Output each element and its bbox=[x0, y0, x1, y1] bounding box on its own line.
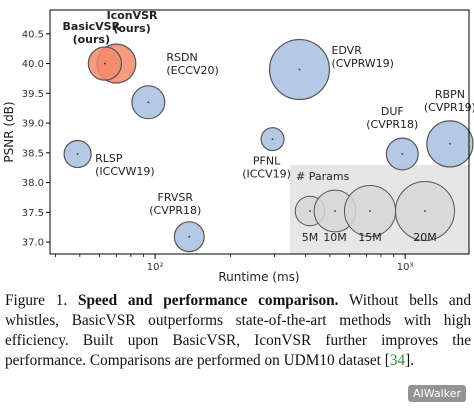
legend-label-20m: 20M bbox=[413, 231, 437, 244]
citation-link[interactable]: 34 bbox=[389, 352, 406, 369]
legend-bubble-center bbox=[309, 210, 311, 212]
point-label-pfnl: PFNL (ICCV19) bbox=[242, 155, 291, 181]
caption-body: Without bells and whistles, BasicVSR out… bbox=[5, 292, 471, 369]
y-tick-label: 37.0 bbox=[22, 238, 44, 249]
label-layer: BasicVSR (ours)IconVSR (ours)EDVR (CVPRW19)… bbox=[63, 9, 474, 217]
x-tick-label: 10² bbox=[147, 262, 164, 273]
params-legend: # Params 5M 10M 15M 20M bbox=[290, 165, 469, 254]
y-tick-label: 39.0 bbox=[22, 119, 44, 130]
bubble-center-rlsp bbox=[76, 153, 79, 155]
point-label-line: (ours) bbox=[113, 22, 150, 35]
point-label-basicvsr: BasicVSR (ours) bbox=[63, 20, 121, 46]
point-label-line: (ICCV19) bbox=[242, 168, 291, 181]
figure-caption: Figure 1. Speed and performance comparis… bbox=[5, 291, 471, 371]
bubble-center-duf bbox=[401, 153, 404, 155]
point-label-line: RBPN bbox=[435, 88, 465, 101]
legend-bubble-center bbox=[369, 210, 371, 212]
point-label-edvr: EDVR (CVPRW19) bbox=[331, 44, 394, 70]
point-label-line: EDVR bbox=[331, 44, 362, 57]
legend-label-15m: 15M bbox=[358, 231, 382, 244]
legend-bubble-center bbox=[424, 210, 426, 212]
point-label-line: (ours) bbox=[73, 33, 110, 46]
point-label-line: PFNL bbox=[253, 155, 281, 168]
caption-title: Speed and performance comparison. bbox=[77, 292, 339, 309]
axis-layer: 37.0 37.5 38.0 38.5 39.0 39.5 40.0 40.5 10² 10³ bbox=[22, 29, 414, 273]
y-tick-label: 38.0 bbox=[22, 178, 44, 189]
point-label-rbpn: RBPN (CVPR19) bbox=[424, 88, 474, 114]
point-label-duf: DUF (CVPR18) bbox=[366, 105, 418, 131]
x-axis-title: Runtime (ms) bbox=[218, 270, 299, 284]
legend-label-10m: 10M bbox=[323, 231, 347, 244]
point-label-rsdn: RSDN (ECCV20) bbox=[166, 51, 218, 77]
point-label-line: (CVPRW19) bbox=[331, 57, 394, 70]
point-label-iconvsr: IconVSR (ours) bbox=[107, 9, 158, 35]
y-tick-label: 39.5 bbox=[22, 89, 44, 100]
caption-figure-label: Figure 1. bbox=[5, 292, 68, 309]
caption-end: ]. bbox=[405, 352, 415, 369]
bubble-center-basicvsr bbox=[104, 62, 106, 65]
watermark: AIWalker bbox=[407, 385, 466, 402]
legend-label-5m: 5M bbox=[302, 231, 319, 244]
point-label-line: FRVSR bbox=[158, 191, 194, 204]
point-label-line: (ECCV20) bbox=[166, 64, 218, 77]
point-label-line: RLSP bbox=[95, 152, 123, 165]
bubble-layer bbox=[63, 38, 474, 253]
bubble-center-edvr bbox=[298, 68, 301, 71]
point-label-line: RSDN bbox=[166, 51, 197, 64]
x-tick-label: 10³ bbox=[397, 262, 414, 273]
point-label-line: (CVPR18) bbox=[366, 118, 418, 131]
point-label-line: (CVPR18) bbox=[149, 204, 201, 217]
bubble-center-pfnl bbox=[271, 138, 274, 141]
bubble-center-frvsr bbox=[188, 235, 191, 238]
point-label-line: (ICCVW19) bbox=[95, 165, 155, 178]
legend-bubble-center bbox=[334, 210, 336, 212]
y-tick-label: 38.5 bbox=[22, 148, 44, 159]
point-label-line: DUF bbox=[381, 105, 404, 118]
point-label-line: (CVPR19) bbox=[424, 101, 474, 114]
point-label-rlsp: RLSP (ICCVW19) bbox=[95, 152, 155, 178]
plot-frame bbox=[49, 9, 470, 255]
y-tick-label: 37.5 bbox=[22, 208, 44, 219]
y-tick-label: 40.5 bbox=[22, 29, 44, 40]
y-tick-label: 40.0 bbox=[22, 59, 44, 70]
point-label-line: BasicVSR bbox=[63, 20, 121, 33]
bubble-center-rbpn bbox=[449, 143, 451, 145]
bubble-center-rsdn bbox=[147, 101, 150, 104]
legend-title: # Params bbox=[296, 170, 350, 183]
y-axis-title: PSNR (dB) bbox=[2, 101, 16, 162]
point-label-frvsr: FRVSR (CVPR18) bbox=[149, 191, 201, 217]
point-label-line: IconVSR bbox=[107, 9, 158, 22]
